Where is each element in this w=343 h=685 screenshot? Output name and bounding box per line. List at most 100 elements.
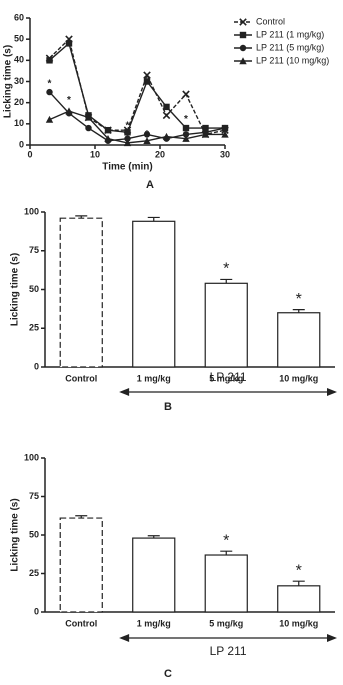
- series-line: [49, 110, 225, 144]
- marker: [65, 107, 73, 115]
- bar: [59, 517, 103, 613]
- y-tick-label: 0: [34, 606, 39, 616]
- arrow-head: [119, 634, 130, 642]
- annotation: *: [48, 78, 52, 89]
- significance: *: [223, 532, 229, 549]
- significance: *: [296, 562, 302, 579]
- panel-label: C: [164, 668, 172, 680]
- y-tick-label: 100: [24, 452, 39, 462]
- marker: [104, 126, 112, 134]
- group-label: LP 211: [210, 370, 247, 384]
- annotation: *: [67, 95, 71, 106]
- group-label: LP 211: [210, 644, 247, 658]
- marker: [201, 130, 210, 138]
- legend-label: LP 211 (10 mg/kg): [256, 55, 329, 65]
- x-axis-label: Time (min): [102, 162, 152, 173]
- y-axis-label: Licking time (s): [10, 498, 21, 571]
- annotation: *: [126, 121, 130, 132]
- series-line: [49, 42, 225, 134]
- marker: [202, 124, 209, 132]
- y-tick-label: 30: [14, 76, 24, 86]
- bar: [59, 217, 103, 368]
- series-line: [48, 91, 226, 142]
- y-tick-label: 10: [14, 118, 24, 128]
- marker: [143, 137, 151, 144]
- x-tick-label: Control: [65, 618, 97, 628]
- y-tick-label: 50: [14, 34, 24, 44]
- marker: [221, 124, 229, 132]
- marker: [221, 130, 229, 138]
- y-tick-label: 25: [29, 568, 39, 578]
- bar: [132, 220, 176, 368]
- bar: [132, 537, 176, 613]
- marker: [182, 124, 190, 132]
- error-bar: [147, 216, 160, 222]
- legend-marker: [239, 18, 247, 26]
- significance: *: [296, 291, 302, 308]
- marker: [124, 135, 131, 142]
- y-tick-label: 50: [29, 284, 39, 294]
- x-tick-label: 1 mg/kg: [137, 618, 171, 628]
- marker: [84, 113, 93, 121]
- marker: [124, 129, 131, 136]
- annotation: *: [145, 129, 149, 140]
- legend-label: LP 211 (5 mg/kg): [256, 42, 324, 52]
- marker: [182, 134, 190, 142]
- marker: [182, 90, 190, 98]
- marker: [46, 57, 53, 64]
- x-tick-label: 30: [220, 149, 230, 159]
- legend-marker: [239, 57, 247, 65]
- error-bar: [220, 278, 233, 284]
- error-bar: [220, 550, 233, 556]
- x-tick-label: 20: [155, 149, 165, 159]
- annotation: *: [184, 114, 188, 125]
- legend-marker: [239, 44, 247, 52]
- y-tick-label: 75: [29, 245, 39, 255]
- marker: [143, 71, 151, 79]
- marker: [123, 139, 132, 147]
- marker: [182, 131, 190, 138]
- annotation: *: [106, 127, 110, 138]
- x-tick-label: 5 mg/kg: [209, 373, 243, 383]
- x-tick-label: 0: [27, 149, 32, 159]
- y-axis-label: Licking time (s): [3, 45, 14, 118]
- x-tick-label: 10 mg/kg: [279, 618, 318, 628]
- marker: [104, 134, 112, 142]
- x-tick-label: 5 mg/kg: [209, 618, 243, 628]
- marker: [163, 103, 170, 111]
- marker: [162, 111, 171, 120]
- marker: [143, 78, 151, 85]
- marker: [65, 40, 73, 47]
- marker: [162, 132, 171, 140]
- x-tick-label: 10 mg/kg: [279, 373, 318, 383]
- marker: [85, 124, 92, 132]
- arrow-head: [327, 634, 337, 642]
- y-tick-label: 0: [19, 139, 24, 149]
- bar: [277, 585, 321, 613]
- marker: [46, 88, 53, 96]
- marker: [45, 115, 54, 123]
- series-line: [49, 37, 226, 136]
- y-tick-label: 75: [29, 491, 39, 501]
- error-bar: [292, 580, 305, 586]
- marker: [143, 131, 151, 138]
- y-tick-label: 60: [14, 12, 24, 22]
- y-tick-label: 40: [14, 55, 24, 65]
- y-tick-label: 0: [34, 361, 39, 371]
- x-tick-label: Control: [65, 373, 97, 383]
- error-bar: [292, 309, 305, 313]
- bar: [277, 312, 321, 368]
- y-tick-label: 25: [29, 323, 39, 333]
- error-bar: [75, 515, 88, 519]
- y-tick-label: 50: [29, 529, 39, 539]
- arrow-head: [119, 388, 130, 396]
- error-bar: [75, 215, 88, 219]
- legend-marker: [239, 31, 247, 39]
- x-tick-label: 10: [90, 149, 100, 159]
- bar: [204, 554, 248, 613]
- legend-label: Control: [256, 16, 285, 26]
- significance: *: [223, 261, 229, 278]
- arrow-head: [327, 388, 337, 396]
- y-tick-label: 100: [24, 206, 39, 216]
